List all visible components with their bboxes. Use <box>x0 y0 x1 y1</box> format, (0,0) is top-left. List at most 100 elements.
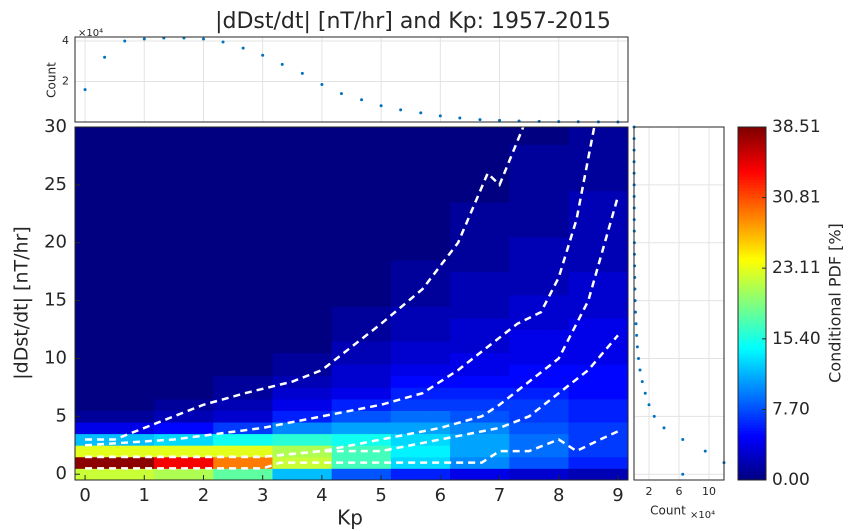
heatmap-cell <box>371 283 392 296</box>
heatmap-cell <box>213 456 234 469</box>
heatmap-cell <box>489 364 510 377</box>
colorbar-swatch <box>738 226 766 230</box>
heatmap-cell <box>371 422 392 435</box>
heatmap-cell <box>134 248 155 261</box>
heatmap-cell <box>371 317 392 330</box>
heatmap-cell <box>94 352 116 365</box>
heatmap-cell <box>410 317 431 330</box>
marker <box>103 55 107 59</box>
heatmap-cell <box>351 433 372 446</box>
heatmap-cell <box>588 375 609 388</box>
heatmap-cell <box>292 236 313 249</box>
heatmap-cell <box>430 202 451 215</box>
heatmap-cell <box>312 306 333 319</box>
heatmap-cell <box>213 225 234 238</box>
heatmap-cell <box>114 236 135 249</box>
heatmap-cell <box>351 329 372 342</box>
colorbar-swatch <box>738 471 766 475</box>
colorbar-swatch <box>738 435 766 440</box>
heatmap-cell <box>371 248 392 261</box>
heatmap-cell <box>312 329 333 342</box>
heatmap-cell <box>430 271 451 284</box>
heatmap-cell <box>351 179 372 192</box>
heatmap-cell <box>351 317 372 330</box>
heatmap-cell <box>430 236 451 249</box>
heatmap-cell <box>114 456 135 469</box>
y-tick-label: 4 <box>62 34 69 47</box>
heatmap-cell <box>75 456 96 469</box>
heatmap-cell <box>509 410 530 423</box>
heatmap-cell <box>351 248 372 261</box>
heatmap-cell <box>233 364 254 377</box>
heatmap-cell <box>272 271 293 284</box>
heatmap-cell <box>430 341 451 354</box>
heatmap-cell <box>351 294 372 307</box>
heatmap-cell <box>75 155 96 168</box>
heatmap-cell <box>312 260 333 273</box>
heatmap-cell <box>252 456 273 469</box>
heatmap-cell <box>272 213 293 226</box>
heatmap-cell <box>213 317 234 330</box>
heatmap-cell <box>608 341 629 354</box>
heatmap-cell <box>529 375 550 388</box>
heatmap-cell <box>410 364 431 377</box>
heatmap-cell <box>568 155 589 168</box>
heatmap-cell <box>469 364 491 377</box>
heatmap-cell <box>134 317 155 330</box>
heatmap-cell <box>371 190 392 203</box>
heatmap-cell <box>114 468 135 481</box>
heatmap-cell <box>134 236 155 249</box>
heatmap-cell <box>430 329 451 342</box>
heatmap-cell <box>114 132 135 145</box>
marker <box>681 437 685 441</box>
heatmap-cell <box>430 306 451 319</box>
heatmap-cell <box>430 225 451 238</box>
x-tick-label: 7 <box>494 485 505 506</box>
colorbar-swatch <box>738 441 766 445</box>
heatmap-cell <box>548 317 569 330</box>
heatmap-cell <box>371 132 392 145</box>
heatmap-cell <box>351 271 372 284</box>
heatmap-cell <box>450 202 471 215</box>
y-tick-label: 20 <box>44 232 67 253</box>
heatmap-cell <box>173 364 195 377</box>
colorbar-swatch <box>738 361 766 365</box>
heatmap-cell <box>272 375 293 388</box>
heatmap-cell <box>252 329 273 342</box>
colorbar-swatch <box>738 388 766 393</box>
heatmap-cell <box>154 352 175 365</box>
heatmap-cell <box>390 144 412 157</box>
heatmap-cell <box>588 329 609 342</box>
heatmap-cell <box>489 190 510 203</box>
heatmap-cell <box>608 306 629 319</box>
colorbar-swatch <box>738 127 766 131</box>
heatmap-cell <box>134 341 155 354</box>
heatmap-cell <box>114 410 135 423</box>
heatmap-cell <box>430 213 451 226</box>
marker <box>221 40 225 44</box>
colorbar-swatch <box>738 375 766 379</box>
heatmap-cell <box>292 329 313 342</box>
heatmap-cell <box>450 260 471 273</box>
heatmap-cell <box>430 352 451 365</box>
heatmap-cell <box>371 260 392 273</box>
heatmap-cell <box>213 294 234 307</box>
heatmap-cell <box>134 202 155 215</box>
heatmap-cell <box>529 445 550 458</box>
heatmap-cell <box>351 202 372 215</box>
heatmap-cell <box>430 155 451 168</box>
heatmap-cell <box>312 433 333 446</box>
heatmap-cell <box>390 410 412 423</box>
heatmap-cell <box>331 190 352 203</box>
colorbar-swatch <box>738 193 766 197</box>
colorbar-swatch <box>738 419 766 423</box>
heatmap-cell <box>312 202 333 215</box>
heatmap-cell <box>509 364 530 377</box>
heatmap-cell <box>390 248 412 261</box>
colorbar-swatch <box>738 270 766 274</box>
heatmap-cell <box>94 213 116 226</box>
heatmap-cell <box>272 433 293 446</box>
heatmap-cell <box>312 398 333 411</box>
heatmap-cell <box>292 260 313 273</box>
